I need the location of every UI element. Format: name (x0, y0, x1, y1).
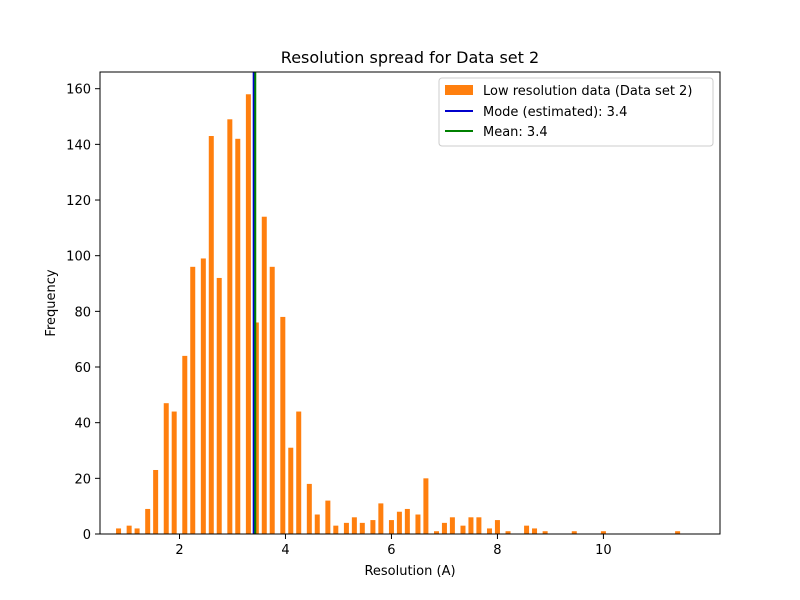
histogram-bar (296, 411, 302, 534)
histogram-bar (208, 136, 214, 534)
histogram-bar (468, 517, 474, 534)
histogram-bar (261, 216, 267, 534)
y-tick-label: 60 (74, 361, 91, 376)
histogram-bar (441, 522, 447, 534)
histogram-bar (524, 525, 530, 534)
y-tick-label: 160 (66, 83, 91, 98)
histogram-bar (542, 531, 548, 534)
y-tick-label: 140 (66, 138, 91, 153)
histogram-bar (288, 447, 294, 534)
histogram-bar (370, 520, 376, 534)
histogram-bar (494, 520, 500, 534)
y-axis-ticks: 0 20 40 60 80 100 120 140 160 (66, 83, 100, 543)
histogram-bar (200, 258, 206, 534)
x-tick-label: 4 (281, 543, 289, 558)
bars-group (116, 94, 681, 535)
histogram-bar (134, 528, 140, 534)
x-tick-label: 10 (595, 543, 612, 558)
histogram-bar (423, 478, 429, 534)
y-tick-label: 120 (66, 194, 91, 209)
reference-lines-group (252, 72, 257, 534)
chart-title: Resolution spread for Data set 2 (281, 48, 539, 67)
x-tick-label: 8 (493, 543, 501, 558)
histogram-bar (378, 503, 384, 534)
histogram-bar (153, 469, 159, 534)
histogram-bar (571, 531, 577, 534)
y-tick-label: 0 (83, 528, 91, 543)
y-tick-label: 100 (66, 250, 91, 265)
histogram-bar (306, 483, 312, 534)
x-tick-label: 2 (175, 543, 183, 558)
y-tick-label: 80 (74, 305, 91, 320)
y-tick-label: 20 (74, 472, 91, 487)
histogram-bar (126, 525, 132, 534)
legend-label-bars: Low resolution data (Data set 2) (483, 84, 692, 99)
histogram-bar (163, 403, 169, 534)
histogram-bar (460, 525, 466, 534)
histogram-bar (325, 500, 331, 534)
histogram-bar (449, 517, 455, 534)
histogram-bar (675, 531, 681, 534)
histogram-bar (235, 138, 241, 535)
histogram-bar (245, 94, 251, 535)
histogram-bar (388, 520, 394, 534)
histogram-bar (486, 528, 492, 534)
histogram-bar (145, 508, 151, 534)
histogram-bar (404, 508, 410, 534)
x-tick-label: 6 (387, 543, 395, 558)
legend-box (438, 77, 714, 147)
legend: Low resolution data (Data set 2) Mode (e… (438, 77, 714, 147)
legend-label-mean: Mean: 3.4 (483, 125, 548, 140)
histogram-bar (190, 266, 196, 534)
histogram-bar (343, 522, 349, 534)
histogram-bar (351, 517, 357, 534)
histogram-bar (227, 119, 233, 534)
y-tick-label: 40 (74, 417, 91, 432)
histogram-bar (333, 525, 339, 534)
histogram-bar (532, 528, 538, 534)
histogram-bar (600, 531, 606, 534)
histogram-bar (253, 322, 259, 534)
legend-swatch-bars (445, 85, 473, 95)
legend-label-mode: Mode (estimated): 3.4 (483, 105, 627, 120)
histogram-bar (314, 514, 320, 534)
histogram-bar (505, 531, 511, 534)
histogram-bar (182, 355, 188, 534)
histogram-bar (434, 531, 439, 534)
y-axis-label: Frequency (44, 269, 59, 336)
histogram-bar (116, 528, 122, 534)
histogram-bar (415, 514, 421, 534)
x-axis-label: Resolution (A) (364, 564, 455, 579)
histogram-bar (359, 522, 365, 534)
histogram-bar (396, 511, 402, 534)
histogram-bar (280, 316, 286, 534)
histogram-bar (476, 517, 482, 534)
plot-frame (99, 71, 721, 535)
x-axis-ticks: 2 4 6 8 10 (175, 534, 612, 558)
histogram-bar (269, 266, 275, 534)
histogram-bar (216, 277, 222, 534)
histogram-bar (171, 411, 177, 534)
